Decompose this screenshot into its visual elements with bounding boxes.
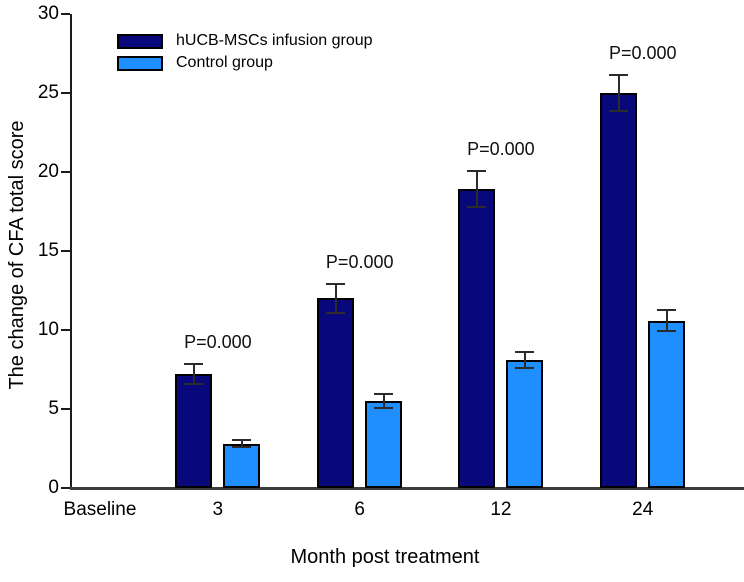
x-tick-label: 12 [490,499,512,520]
y-tick-label: 5 [48,398,59,419]
errorbar-cap-top [326,282,346,285]
y-axis-tick [61,487,70,489]
x-tick-label: 24 [632,499,654,520]
y-axis-tick [61,329,70,331]
errorbar-cap-top [184,363,204,366]
y-tick-label: 25 [37,82,59,103]
bar-hucb-3 [175,374,213,488]
y-tick-label: 20 [37,161,59,182]
errorbar-cap-bottom [515,367,535,370]
errorbar-cap-bottom [467,206,487,209]
errorbar-cap-top [609,74,629,77]
legend-swatch-hucb [117,33,163,49]
errorbar-cap-bottom [326,312,346,315]
y-axis-tick [61,92,70,94]
x-tick-label: 3 [212,499,224,520]
errorbar-stem [617,74,620,112]
y-tick-label: 0 [48,477,59,498]
y-axis-tick [61,408,70,410]
x-tick-label: Baseline [63,499,137,520]
errorbar-stem [334,282,337,315]
errorbar-control-6 [374,393,394,409]
errorbar-cap-bottom [184,383,204,386]
legend-item-hucb: hUCB-MSCs infusion group [117,31,373,51]
errorbar-cap-top [515,350,535,353]
p-value-label-12: P=0.000 [467,139,535,160]
errorbar-cap-top [657,309,677,312]
y-axis-tick [61,13,70,15]
errorbar-stem [240,439,243,449]
legend-label: Control group [176,54,273,71]
bar-hucb-12 [458,189,496,488]
x-tick-label: 6 [354,499,365,520]
errorbar-cap-bottom [232,446,252,449]
y-tick-label: 15 [37,240,59,261]
bar-hucb-24 [600,93,638,488]
p-value-label-3: P=0.000 [184,332,252,353]
errorbar-hucb-24 [609,74,629,112]
x-axis-line [70,487,744,490]
y-axis-title: The change of CFA total score [6,120,28,390]
errorbar-control-24 [657,309,677,332]
errorbar-hucb-3 [184,363,204,386]
errorbar-stem [475,170,478,209]
errorbar-control-12 [515,350,535,370]
y-tick-label: 30 [37,3,59,24]
bar-control-3 [223,443,261,488]
errorbar-stem [382,393,385,409]
errorbar-cap-bottom [657,329,677,332]
legend-item-control: Control group [117,53,373,73]
y-tick-label: 10 [37,319,59,340]
bar-control-6 [365,401,403,488]
errorbar-hucb-12 [467,170,487,209]
errorbar-cap-top [374,393,394,396]
bar-control-24 [648,320,686,488]
errorbar-control-3 [232,439,252,449]
p-value-label-6: P=0.000 [325,251,394,272]
y-axis-tick [61,171,70,173]
legend-swatch-control [117,55,163,71]
x-axis-title: Month post treatment [290,546,480,568]
errorbar-stem [192,363,195,386]
y-axis-tick [61,250,70,252]
errorbar-cap-bottom [609,109,629,112]
errorbar-stem [665,309,668,332]
errorbar-cap-top [467,170,487,173]
legend-label: hUCB-MSCs infusion group [176,32,373,49]
bar-hucb-6 [317,298,355,488]
errorbar-stem [523,350,526,370]
errorbar-cap-bottom [374,406,394,409]
errorbar-hucb-6 [326,282,346,315]
y-axis-line [70,14,72,490]
bar-control-12 [506,360,544,488]
legend: hUCB-MSCs infusion group Control group [117,31,373,73]
p-value-label-24: P=0.000 [608,43,677,64]
errorbar-cap-top [232,439,252,442]
